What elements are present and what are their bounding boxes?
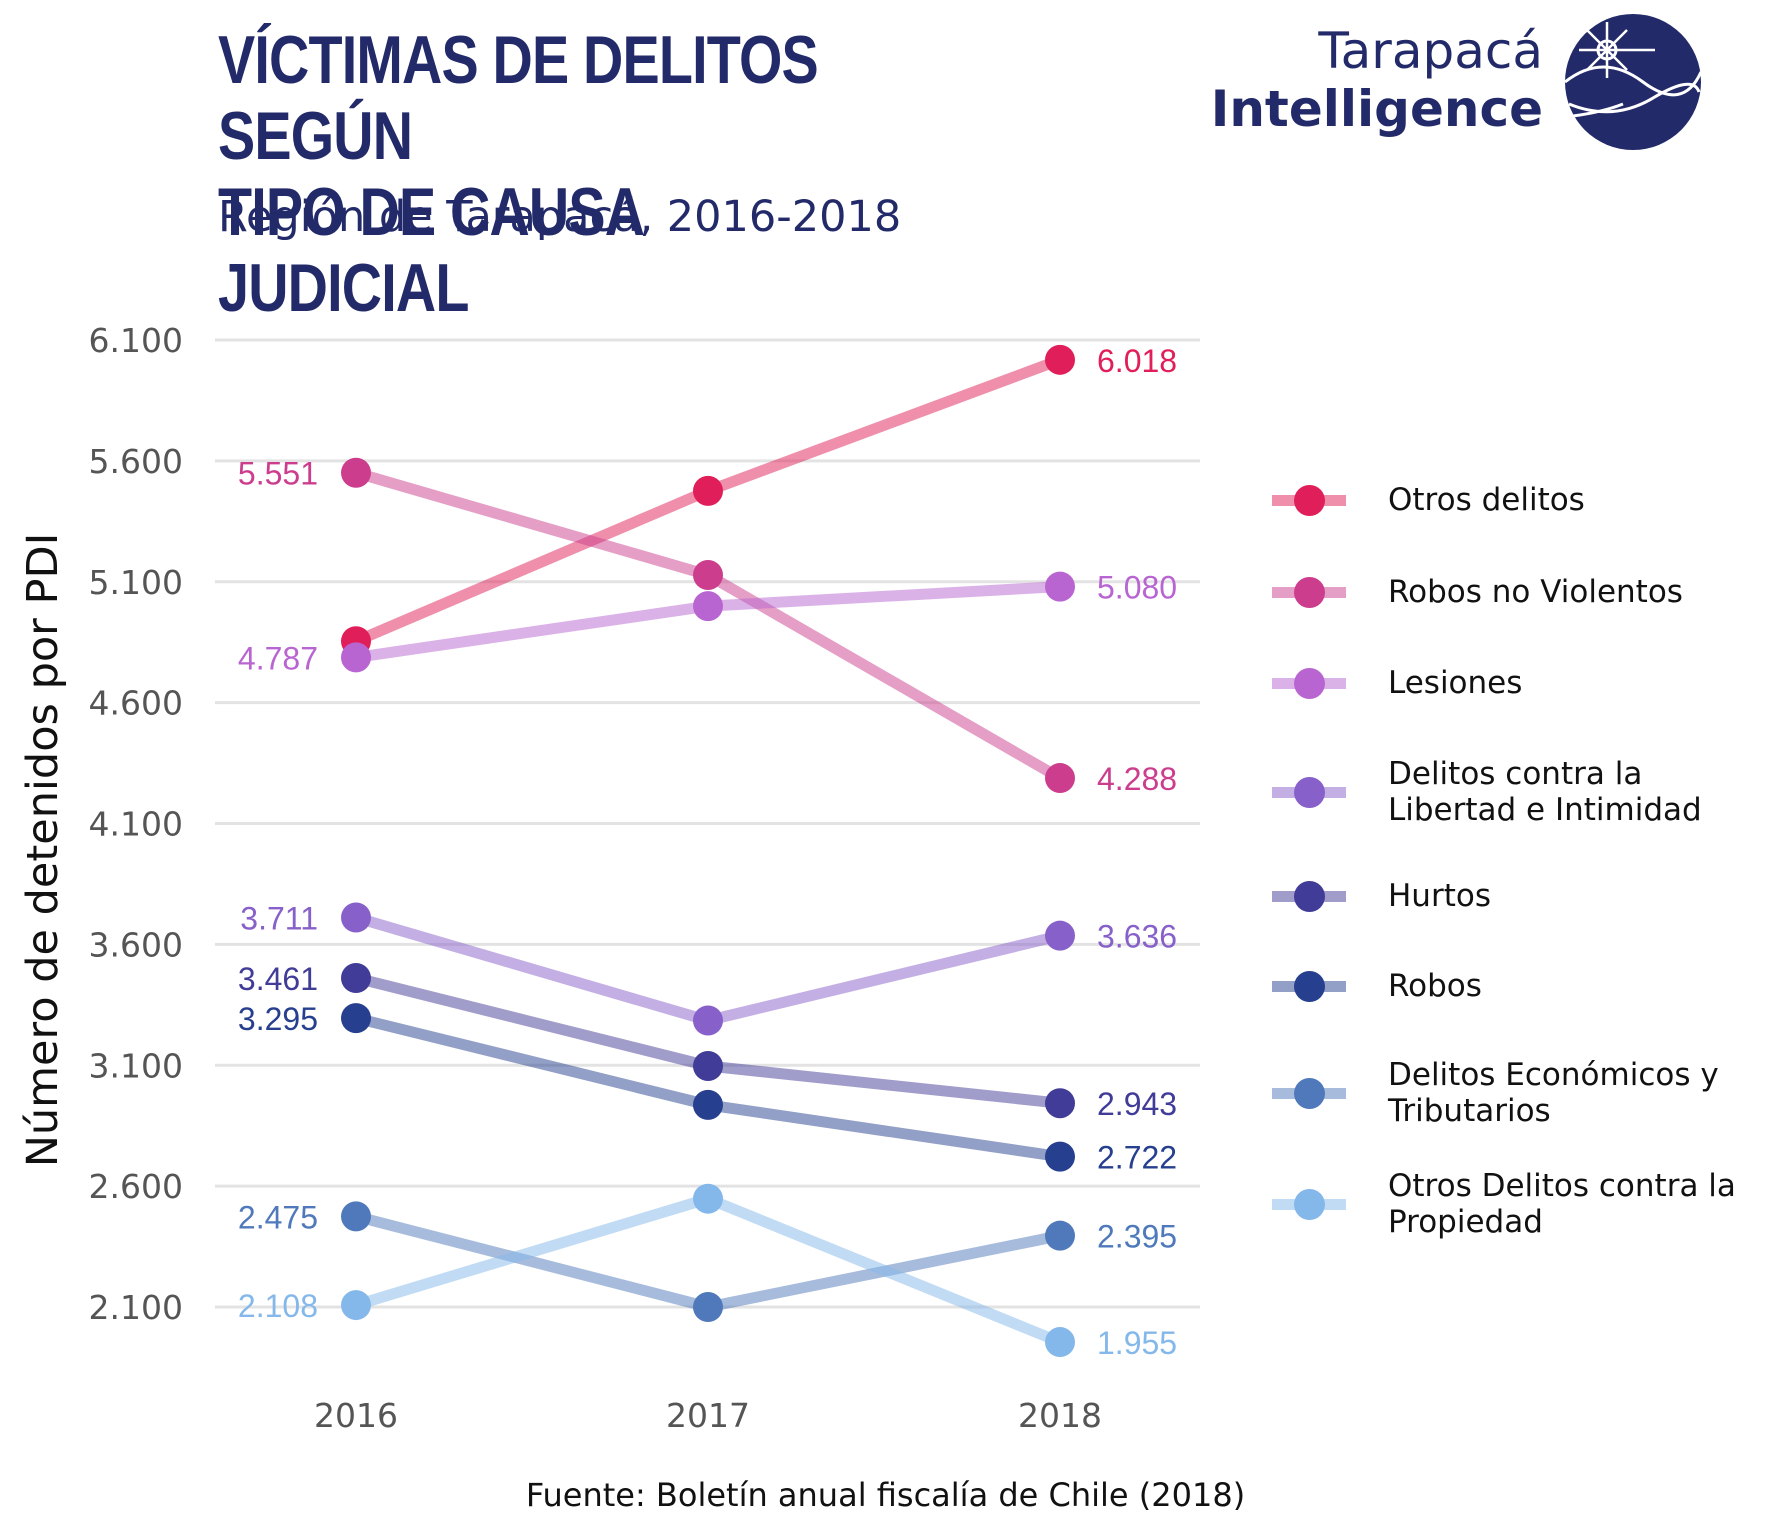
data-label: 4.288 — [1097, 761, 1177, 797]
data-point — [1045, 1141, 1075, 1172]
legend-label: Lesiones — [1388, 665, 1523, 701]
legend-dot — [1294, 777, 1325, 808]
data-point — [693, 1089, 723, 1120]
brand-globe-icon — [1564, 14, 1703, 150]
data-point — [1045, 1088, 1075, 1119]
data-point — [693, 1292, 723, 1322]
legend-label: Otros Delitos contra la Propiedad — [1388, 1168, 1736, 1240]
legend-dot — [1294, 1078, 1325, 1109]
data-point — [341, 962, 371, 993]
legend-swatch — [1270, 876, 1348, 916]
data-point — [1045, 344, 1075, 375]
data-point — [693, 559, 723, 590]
data-point — [693, 1005, 723, 1036]
data-point — [341, 1201, 371, 1232]
data-label: 3.295 — [238, 1001, 318, 1037]
legend-label: Robos — [1388, 968, 1482, 1004]
data-point — [1045, 1327, 1075, 1358]
legend-item: Delitos contra la Libertad e Intimidad — [1270, 756, 1702, 828]
y-axis-label: Número de detenidos por PDI — [18, 533, 68, 1168]
legend-item: Delitos Económicos y Tributarios — [1270, 1057, 1719, 1129]
chart-title: VÍCTIMAS DE DELITOS SEGÚN TIPO DE CAUSA … — [218, 22, 858, 326]
legend-dot — [1294, 881, 1325, 912]
data-point — [341, 902, 371, 933]
legend-dot — [1294, 668, 1325, 699]
data-label: 2.943 — [1097, 1086, 1177, 1122]
legend-swatch — [1270, 772, 1348, 812]
data-point — [693, 475, 723, 506]
data-point — [693, 1050, 723, 1081]
x-axis-ticks: 2016 2017 2018 — [314, 1396, 1102, 1435]
brand-logo-text: Tarapacá Intelligence — [1211, 22, 1543, 138]
legend-swatch — [1270, 1073, 1348, 1113]
data-point — [1045, 920, 1075, 951]
source-note: Fuente: Boletín anual fiscalía de Chile … — [525, 1476, 1246, 1514]
brand-name-line-1: Tarapacá — [1318, 22, 1543, 80]
series-line — [354, 467, 1063, 783]
legend-item: Robos — [1270, 966, 1482, 1006]
y-tick-label: 5.100 — [89, 563, 183, 602]
legend-item: Otros Delitos contra la Propiedad — [1270, 1168, 1736, 1240]
data-label: 2.108 — [238, 1288, 318, 1324]
data-point — [341, 1003, 371, 1034]
y-axis-ticks: 2.100 2.600 3.100 3.600 4.100 4.600 5.100 5.600… — [89, 321, 183, 1327]
data-label: 3.711 — [240, 901, 318, 937]
data-label: 2.395 — [1097, 1219, 1177, 1255]
data-label: 5.551 — [238, 456, 318, 492]
data-point — [1045, 763, 1075, 794]
x-tick-label: 2017 — [666, 1396, 750, 1435]
series-points — [341, 344, 1075, 1358]
data-labels: 6.018 5.551 4.288 4.787 5.080 3.711 3.636 3.461… — [238, 343, 1177, 1361]
data-label: 2.722 — [1097, 1140, 1177, 1176]
legend-dot — [1294, 971, 1325, 1002]
y-tick-label: 4.600 — [89, 684, 183, 723]
chart-title-line-2: TIPO DE CAUSA JUDICIAL — [218, 174, 643, 326]
data-label: 3.461 — [238, 961, 318, 997]
legend-item: Otros delitos — [1270, 480, 1585, 520]
data-point — [1045, 1220, 1075, 1251]
legend-item: Robos no Violentos — [1270, 572, 1683, 612]
brand-name-line-2: Intelligence — [1210, 80, 1543, 138]
legend-swatch — [1270, 480, 1348, 520]
data-point — [341, 457, 371, 488]
data-point — [693, 591, 723, 622]
data-point — [1045, 571, 1075, 602]
y-tick-label: 6.100 — [89, 321, 183, 360]
legend-swatch — [1270, 572, 1348, 612]
y-tick-label: 4.100 — [89, 805, 183, 844]
data-point — [693, 1183, 723, 1214]
data-point — [341, 642, 371, 673]
legend-dot — [1294, 1189, 1325, 1220]
legend-swatch — [1270, 966, 1348, 1006]
legend-item: Hurtos — [1270, 876, 1491, 916]
legend-label: Otros delitos — [1388, 482, 1585, 518]
y-tick-label: 2.100 — [89, 1288, 183, 1327]
y-tick-label: 2.600 — [89, 1167, 183, 1206]
y-tick-label: 3.100 — [89, 1046, 183, 1085]
y-tick-label: 5.600 — [89, 442, 183, 481]
legend-label: Delitos Económicos y Tributarios — [1388, 1057, 1719, 1129]
legend-label: Hurtos — [1388, 878, 1491, 914]
legend-dot — [1294, 485, 1325, 516]
data-label: 1.955 — [1097, 1325, 1177, 1361]
legend-item: Lesiones — [1270, 663, 1522, 703]
data-point — [341, 1290, 371, 1321]
data-label: 3.636 — [1097, 919, 1177, 955]
legend-swatch — [1270, 663, 1348, 703]
data-label: 5.080 — [1097, 570, 1177, 606]
legend-dot — [1294, 577, 1325, 608]
data-label: 6.018 — [1097, 343, 1177, 379]
legend-label: Robos no Violentos — [1388, 574, 1683, 610]
x-tick-label: 2018 — [1018, 1396, 1102, 1435]
legend-label: Delitos contra la Libertad e Intimidad — [1388, 756, 1702, 828]
chart-title-line-1: VÍCTIMAS DE DELITOS SEGÚN — [218, 22, 819, 174]
y-tick-label: 3.600 — [89, 925, 183, 964]
data-label: 2.475 — [238, 1199, 318, 1235]
chart-subtitle: Región de Tarapacá, 2016-2018 — [218, 192, 902, 242]
legend-swatch — [1270, 1184, 1348, 1224]
x-tick-label: 2016 — [314, 1396, 398, 1435]
data-label: 4.787 — [238, 640, 318, 676]
